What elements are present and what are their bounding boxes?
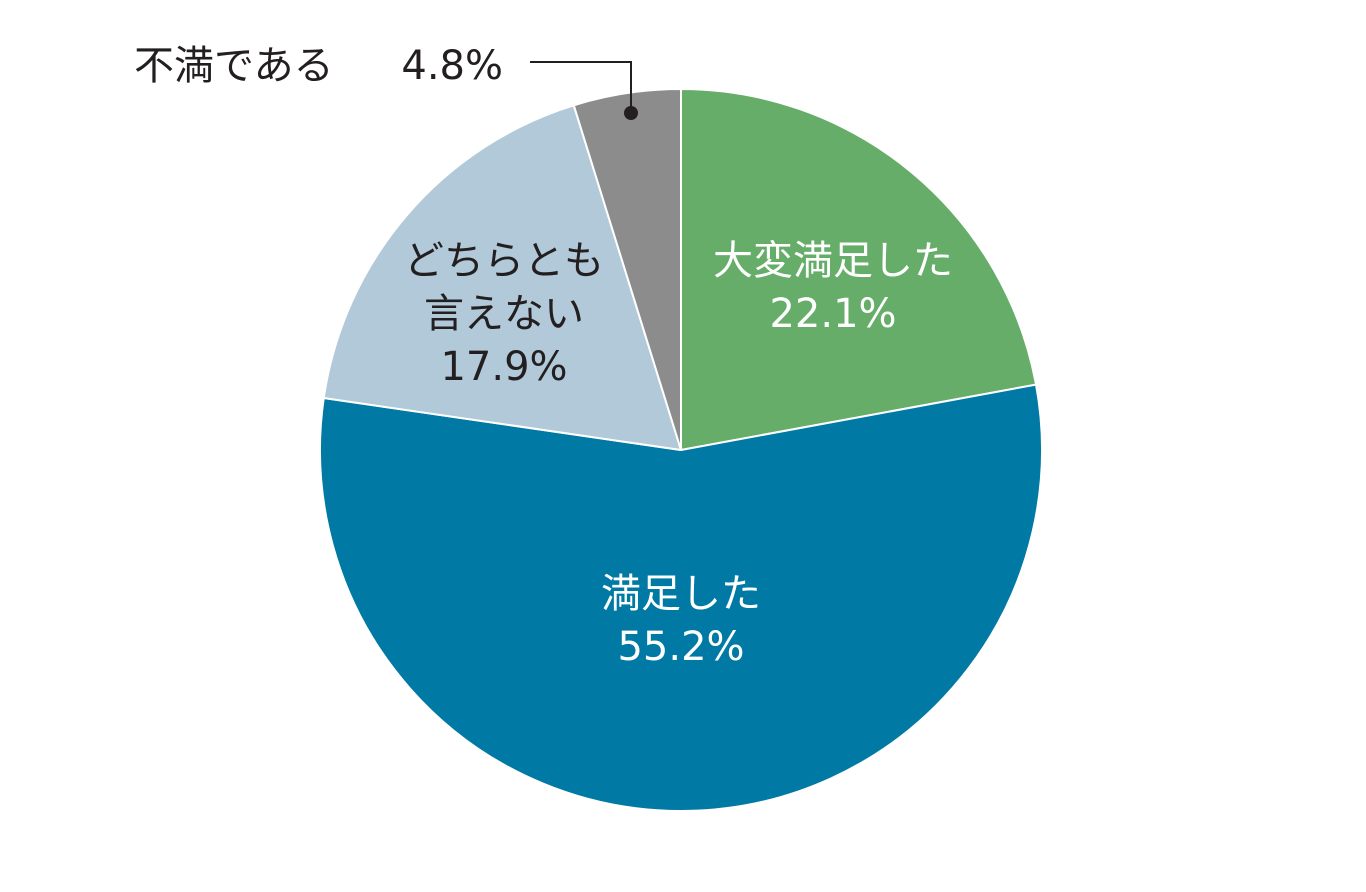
slice-value-label-0: 22.1% bbox=[769, 291, 896, 337]
slice-label-0-line-0: 大変満足した bbox=[713, 238, 953, 284]
callout-leader-line bbox=[530, 61, 632, 113]
slice-value-label-3: 4.8% bbox=[401, 43, 503, 89]
pie-callouts bbox=[530, 61, 638, 120]
slice-value-label-1: 55.2% bbox=[617, 624, 744, 670]
slice-label-2-line-1: 言えない bbox=[424, 291, 584, 337]
slice-label-3: 不満である bbox=[134, 43, 334, 89]
slice-label-2-line-0: どちらとも bbox=[404, 238, 604, 284]
pie-slices bbox=[319, 88, 1043, 812]
callout-dot bbox=[624, 106, 638, 120]
slice-label-1-line-0: 満足した bbox=[601, 571, 761, 617]
pie-slice-1 bbox=[319, 383, 1043, 812]
pie-slice-0 bbox=[680, 88, 1038, 451]
pie-slice-3 bbox=[572, 88, 682, 451]
slice-value-label-2: 17.9% bbox=[440, 344, 567, 390]
pie-slice-2 bbox=[322, 104, 682, 451]
